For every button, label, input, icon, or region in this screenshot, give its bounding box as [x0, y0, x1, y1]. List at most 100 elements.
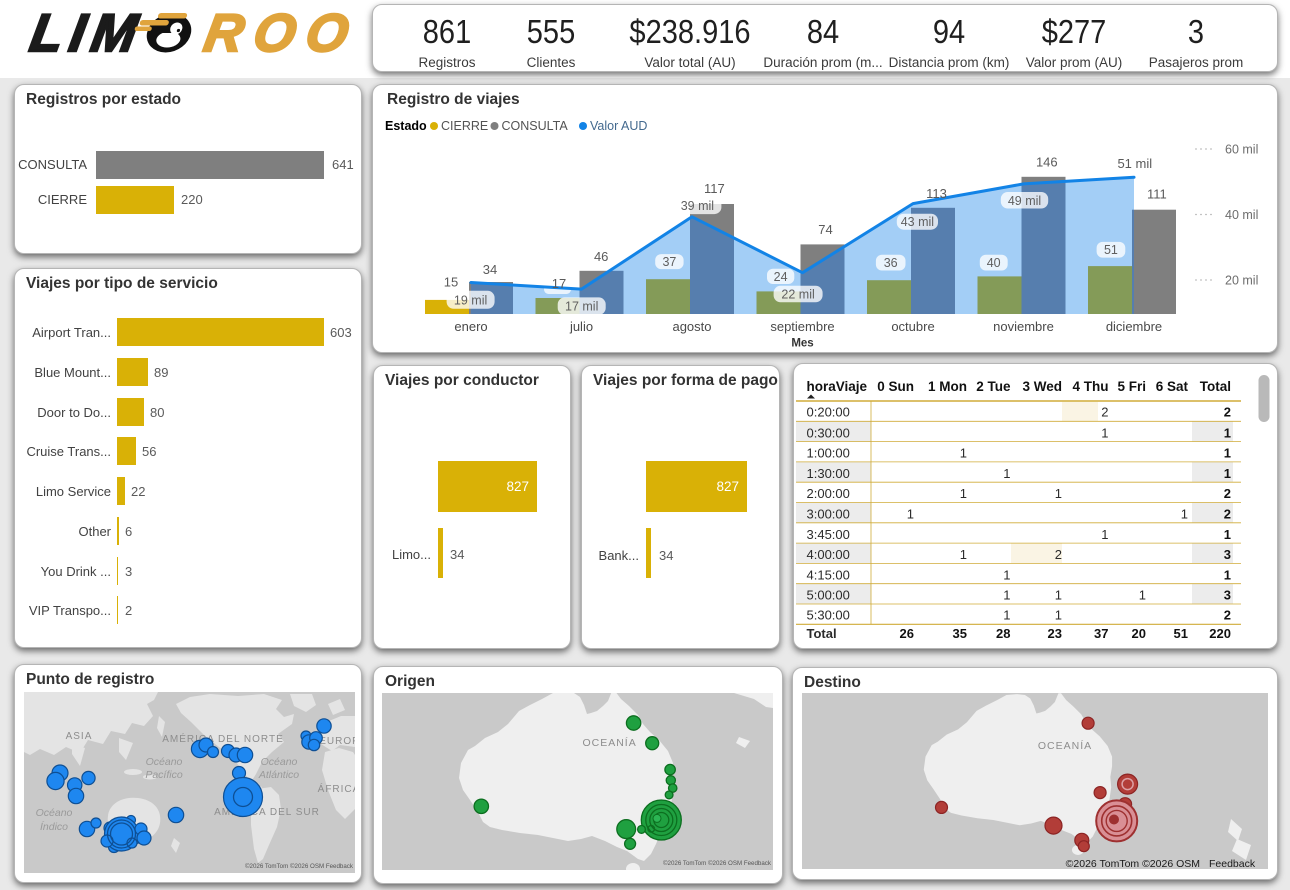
svg-text:Total: Total [807, 626, 837, 641]
svg-text:Mes: Mes [791, 338, 813, 350]
svg-text:noviembre: noviembre [993, 319, 1054, 334]
svg-text:1:00:00: 1:00:00 [807, 446, 850, 461]
svg-text:1: 1 [1003, 466, 1010, 481]
svg-text:46: 46 [594, 249, 608, 264]
svg-text:2: 2 [1055, 547, 1062, 562]
svg-text:28: 28 [996, 626, 1010, 641]
svg-text:horaViaje: horaViaje [807, 379, 868, 394]
svg-text:2: 2 [1224, 507, 1231, 522]
svg-text:43 mil: 43 mil [901, 215, 934, 229]
svg-text:1: 1 [1101, 527, 1108, 542]
svg-text:Estado: Estado [385, 119, 427, 133]
svg-text:1: 1 [1224, 425, 1231, 440]
svg-text:17 mil: 17 mil [565, 300, 598, 314]
svg-text:111: 111 [1147, 187, 1167, 202]
svg-text:4:15:00: 4:15:00 [807, 567, 850, 582]
svg-text:2: 2 [1224, 405, 1231, 420]
svg-text:4:00:00: 4:00:00 [807, 547, 850, 562]
svg-text:1: 1 [1181, 507, 1188, 522]
svg-text:51 mil: 51 mil [1117, 156, 1152, 171]
svg-text:2:00:00: 2:00:00 [807, 486, 850, 501]
svg-text:agosto: agosto [672, 319, 711, 334]
svg-text:1: 1 [960, 446, 967, 461]
svg-text:1: 1 [1055, 587, 1062, 602]
svg-text:74: 74 [818, 222, 832, 237]
svg-text:113: 113 [926, 186, 947, 201]
svg-text:1: 1 [1224, 466, 1231, 481]
svg-text:40: 40 [987, 256, 1001, 270]
svg-text:julio: julio [569, 319, 593, 334]
svg-text:1: 1 [1224, 446, 1231, 461]
svg-text:3:45:00: 3:45:00 [807, 527, 850, 542]
svg-text:5:00:00: 5:00:00 [807, 587, 850, 602]
svg-text:1:30:00: 1:30:00 [807, 466, 850, 481]
svg-text:Índico: Índico [40, 820, 68, 833]
svg-text:1: 1 [1139, 587, 1146, 602]
svg-text:5:30:00: 5:30:00 [807, 608, 850, 623]
svg-text:OCEANÍA: OCEANÍA [1038, 739, 1092, 752]
svg-text:1: 1 [1055, 608, 1062, 623]
svg-text:EUROPA: EUROPA [319, 736, 355, 747]
svg-text:17: 17 [552, 276, 566, 291]
svg-text:1: 1 [960, 486, 967, 501]
svg-text:0:30:00: 0:30:00 [807, 425, 850, 440]
svg-text:OCEANÍA: OCEANÍA [582, 736, 636, 749]
svg-text:146: 146 [1036, 155, 1058, 170]
svg-text:24: 24 [774, 270, 788, 284]
svg-text:1: 1 [1224, 527, 1231, 542]
svg-text:3:00:00: 3:00:00 [807, 507, 850, 522]
svg-text:49 mil: 49 mil [1008, 194, 1041, 208]
svg-text:CIERRE: CIERRE [441, 119, 488, 133]
svg-text:2: 2 [1224, 486, 1231, 501]
svg-text:3 Wed: 3 Wed [1022, 379, 1062, 394]
svg-text:1: 1 [907, 507, 914, 522]
svg-text:0 Sun: 0 Sun [877, 379, 914, 394]
svg-text:220: 220 [1209, 626, 1231, 641]
svg-text:Valor AUD: Valor AUD [590, 119, 647, 133]
svg-text:ASIA: ASIA [66, 731, 93, 742]
svg-text:septiembre: septiembre [770, 319, 834, 334]
svg-text:ROO: ROO [200, 8, 364, 63]
svg-text:39 mil: 39 mil [681, 199, 714, 213]
svg-text:37: 37 [662, 255, 676, 269]
svg-text:0:20:00: 0:20:00 [807, 405, 850, 420]
svg-text:Océano: Océano [36, 807, 73, 819]
svg-text:5 Fri: 5 Fri [1117, 379, 1146, 394]
svg-text:1: 1 [1003, 587, 1010, 602]
svg-text:CONSULTA: CONSULTA [502, 119, 569, 133]
svg-text:2: 2 [1224, 608, 1231, 623]
svg-text:35: 35 [953, 626, 967, 641]
svg-text:4 Thu: 4 Thu [1073, 379, 1109, 394]
svg-text:2: 2 [1101, 405, 1108, 420]
svg-text:22 mil: 22 mil [781, 288, 814, 302]
svg-text:51: 51 [1104, 243, 1118, 257]
svg-text:60 mil: 60 mil [1225, 143, 1258, 157]
svg-text:Océano: Océano [146, 756, 183, 768]
svg-text:37: 37 [1094, 626, 1108, 641]
svg-text:1: 1 [1224, 567, 1231, 582]
svg-text:Océano: Océano [261, 756, 298, 768]
svg-text:20 mil: 20 mil [1225, 274, 1258, 288]
svg-text:Atlántico: Atlántico [258, 769, 299, 781]
svg-text:©2026 TomTom ©2026 OSM Feedbac: ©2026 TomTom ©2026 OSM Feedback [245, 863, 354, 870]
svg-text:Pacífico: Pacífico [145, 769, 183, 781]
svg-text:1: 1 [960, 547, 967, 562]
svg-text:15: 15 [444, 274, 458, 289]
svg-text:octubre: octubre [891, 319, 934, 334]
svg-text:©2026 TomTom ©2026 OSM: ©2026 TomTom ©2026 OSM [1066, 858, 1200, 869]
svg-text:36: 36 [884, 256, 898, 270]
svg-text:1: 1 [1003, 567, 1010, 582]
svg-text:2 Tue: 2 Tue [976, 379, 1011, 394]
svg-text:3: 3 [1224, 547, 1231, 562]
svg-text:19 mil: 19 mil [454, 293, 487, 307]
svg-text:Feedback: Feedback [1209, 858, 1256, 869]
svg-text:3: 3 [1224, 587, 1231, 602]
svg-text:1: 1 [1101, 425, 1108, 440]
svg-text:6 Sat: 6 Sat [1156, 379, 1189, 394]
svg-text:40 mil: 40 mil [1225, 208, 1258, 222]
svg-text:Total: Total [1200, 379, 1231, 394]
svg-text:LIM: LIM [26, 8, 149, 63]
svg-text:1: 1 [1003, 608, 1010, 623]
svg-text:34: 34 [483, 262, 497, 277]
